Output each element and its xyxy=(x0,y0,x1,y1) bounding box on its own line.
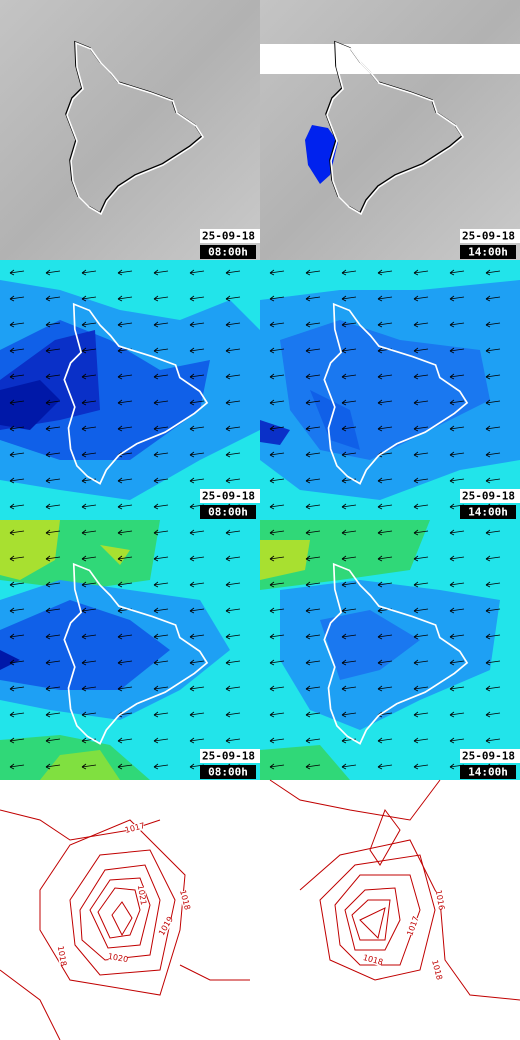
panel-wind2-0800 xyxy=(0,520,260,780)
timestamp: 25-09-18 14:00h xyxy=(460,229,520,259)
time-label: 14:00h xyxy=(468,766,508,779)
contour-label: 1016 xyxy=(434,889,446,911)
contour-label-bg xyxy=(56,946,68,966)
date-box xyxy=(200,489,260,503)
date-box xyxy=(460,229,520,243)
time-box xyxy=(200,505,256,519)
panel-cloud-1400 xyxy=(260,0,520,260)
time-label: 14:00h xyxy=(468,246,508,259)
date-label: 25-09-18 xyxy=(202,490,255,503)
time-label: 08:00h xyxy=(208,246,248,259)
time-label: 08:00h xyxy=(208,506,248,519)
date-label: 25-09-18 xyxy=(202,230,255,243)
panel-wind2-1400 xyxy=(260,520,520,780)
time-box xyxy=(200,245,256,259)
time-box xyxy=(460,245,516,259)
panel-cloud-0800 xyxy=(0,0,260,260)
timestamp: 25-09-18 08:00h xyxy=(200,489,260,519)
time-box xyxy=(460,765,516,779)
contour-label-bg xyxy=(136,885,148,905)
date-box xyxy=(460,749,520,763)
contour-label: 1018 xyxy=(56,945,68,967)
date-label: 25-09-18 xyxy=(202,750,255,763)
date-label: 25-09-18 xyxy=(462,490,515,503)
timestamp: 25-09-18 08:00h xyxy=(200,229,260,259)
timestamp: 25-09-18 08:00h xyxy=(200,749,260,779)
time-box xyxy=(460,505,516,519)
contour-label-bg xyxy=(158,916,174,936)
time-label: 14:00h xyxy=(468,506,508,519)
date-label: 25-09-18 xyxy=(462,230,515,243)
contour-label-bg xyxy=(125,821,145,835)
time-label: 08:00h xyxy=(208,766,248,779)
panel-wind-1400 xyxy=(260,260,520,520)
contour-label-bg xyxy=(363,953,383,967)
contour-label-bg xyxy=(178,890,192,910)
contour-label-bg xyxy=(434,890,446,910)
contour-label: 1021 xyxy=(136,884,148,906)
date-box xyxy=(460,489,520,503)
date-label: 25-09-18 xyxy=(462,750,515,763)
contour-label: 1020 xyxy=(107,952,129,964)
panel-wind-0800 xyxy=(0,260,260,520)
time-box xyxy=(200,765,256,779)
timestamp: 25-09-18 14:00h xyxy=(460,489,520,519)
contour-label-bg xyxy=(406,916,420,936)
timestamp: 25-09-18 14:00h xyxy=(460,749,520,779)
contour-label-bg xyxy=(430,960,444,980)
contour-label-bg xyxy=(108,952,128,964)
date-box xyxy=(200,229,260,243)
date-box xyxy=(200,749,260,763)
